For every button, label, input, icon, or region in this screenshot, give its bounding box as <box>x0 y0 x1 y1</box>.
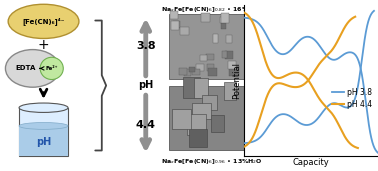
FancyBboxPatch shape <box>229 66 239 76</box>
FancyBboxPatch shape <box>184 69 191 76</box>
Text: Na$_x$Fe[Fe(CN)$_6$]$_{0.82}$ $\bullet$ 16%H$_2$O: Na$_x$Fe[Fe(CN)$_6$]$_{0.82}$ $\bullet$ … <box>161 5 263 14</box>
FancyBboxPatch shape <box>169 14 259 79</box>
FancyBboxPatch shape <box>200 55 207 61</box>
Text: [Fe(CN)₆]⁴⁻: [Fe(CN)₆]⁴⁻ <box>22 17 65 25</box>
FancyBboxPatch shape <box>208 68 217 76</box>
FancyBboxPatch shape <box>224 82 236 100</box>
FancyBboxPatch shape <box>19 126 68 156</box>
FancyBboxPatch shape <box>183 77 200 98</box>
FancyBboxPatch shape <box>250 20 259 28</box>
FancyBboxPatch shape <box>221 13 229 23</box>
FancyBboxPatch shape <box>220 17 225 23</box>
FancyBboxPatch shape <box>207 64 214 71</box>
Text: 4.4: 4.4 <box>136 120 156 130</box>
FancyBboxPatch shape <box>170 21 179 30</box>
FancyBboxPatch shape <box>194 78 208 98</box>
Ellipse shape <box>8 4 79 38</box>
Y-axis label: Potential: Potential <box>232 62 241 99</box>
Text: pH: pH <box>138 81 153 90</box>
FancyBboxPatch shape <box>172 109 191 129</box>
FancyBboxPatch shape <box>170 11 178 19</box>
FancyBboxPatch shape <box>222 51 227 58</box>
FancyBboxPatch shape <box>221 21 226 29</box>
FancyBboxPatch shape <box>173 21 180 28</box>
FancyBboxPatch shape <box>189 67 195 73</box>
FancyBboxPatch shape <box>19 108 68 156</box>
FancyBboxPatch shape <box>225 51 233 59</box>
Text: 3.8: 3.8 <box>136 41 156 51</box>
FancyBboxPatch shape <box>202 95 217 110</box>
Text: Fe²⁺: Fe²⁺ <box>45 66 58 71</box>
Ellipse shape <box>19 103 68 113</box>
Legend: pH 3.8, pH 4.4: pH 3.8, pH 4.4 <box>330 86 374 111</box>
Text: Na$_x$Fe[Fe(CN)$_6$]$_{0.96}$ $\bullet$ 13%H$_2$O: Na$_x$Fe[Fe(CN)$_6$]$_{0.96}$ $\bullet$ … <box>161 157 263 166</box>
Text: EDTA: EDTA <box>15 65 36 71</box>
FancyBboxPatch shape <box>192 69 200 75</box>
FancyBboxPatch shape <box>187 114 206 135</box>
FancyBboxPatch shape <box>180 28 189 35</box>
Text: +: + <box>38 38 50 52</box>
FancyBboxPatch shape <box>251 55 256 63</box>
Ellipse shape <box>19 122 68 129</box>
FancyBboxPatch shape <box>192 103 211 120</box>
Ellipse shape <box>40 57 63 80</box>
FancyBboxPatch shape <box>179 68 187 75</box>
FancyBboxPatch shape <box>226 35 232 43</box>
FancyBboxPatch shape <box>201 14 210 22</box>
FancyBboxPatch shape <box>228 61 236 69</box>
FancyBboxPatch shape <box>206 54 214 60</box>
Ellipse shape <box>5 50 60 87</box>
FancyBboxPatch shape <box>169 86 259 150</box>
Text: pH: pH <box>36 137 51 147</box>
FancyBboxPatch shape <box>213 34 218 43</box>
X-axis label: Capacity: Capacity <box>293 158 329 167</box>
FancyBboxPatch shape <box>211 115 224 132</box>
FancyBboxPatch shape <box>195 64 204 71</box>
FancyBboxPatch shape <box>189 129 208 147</box>
